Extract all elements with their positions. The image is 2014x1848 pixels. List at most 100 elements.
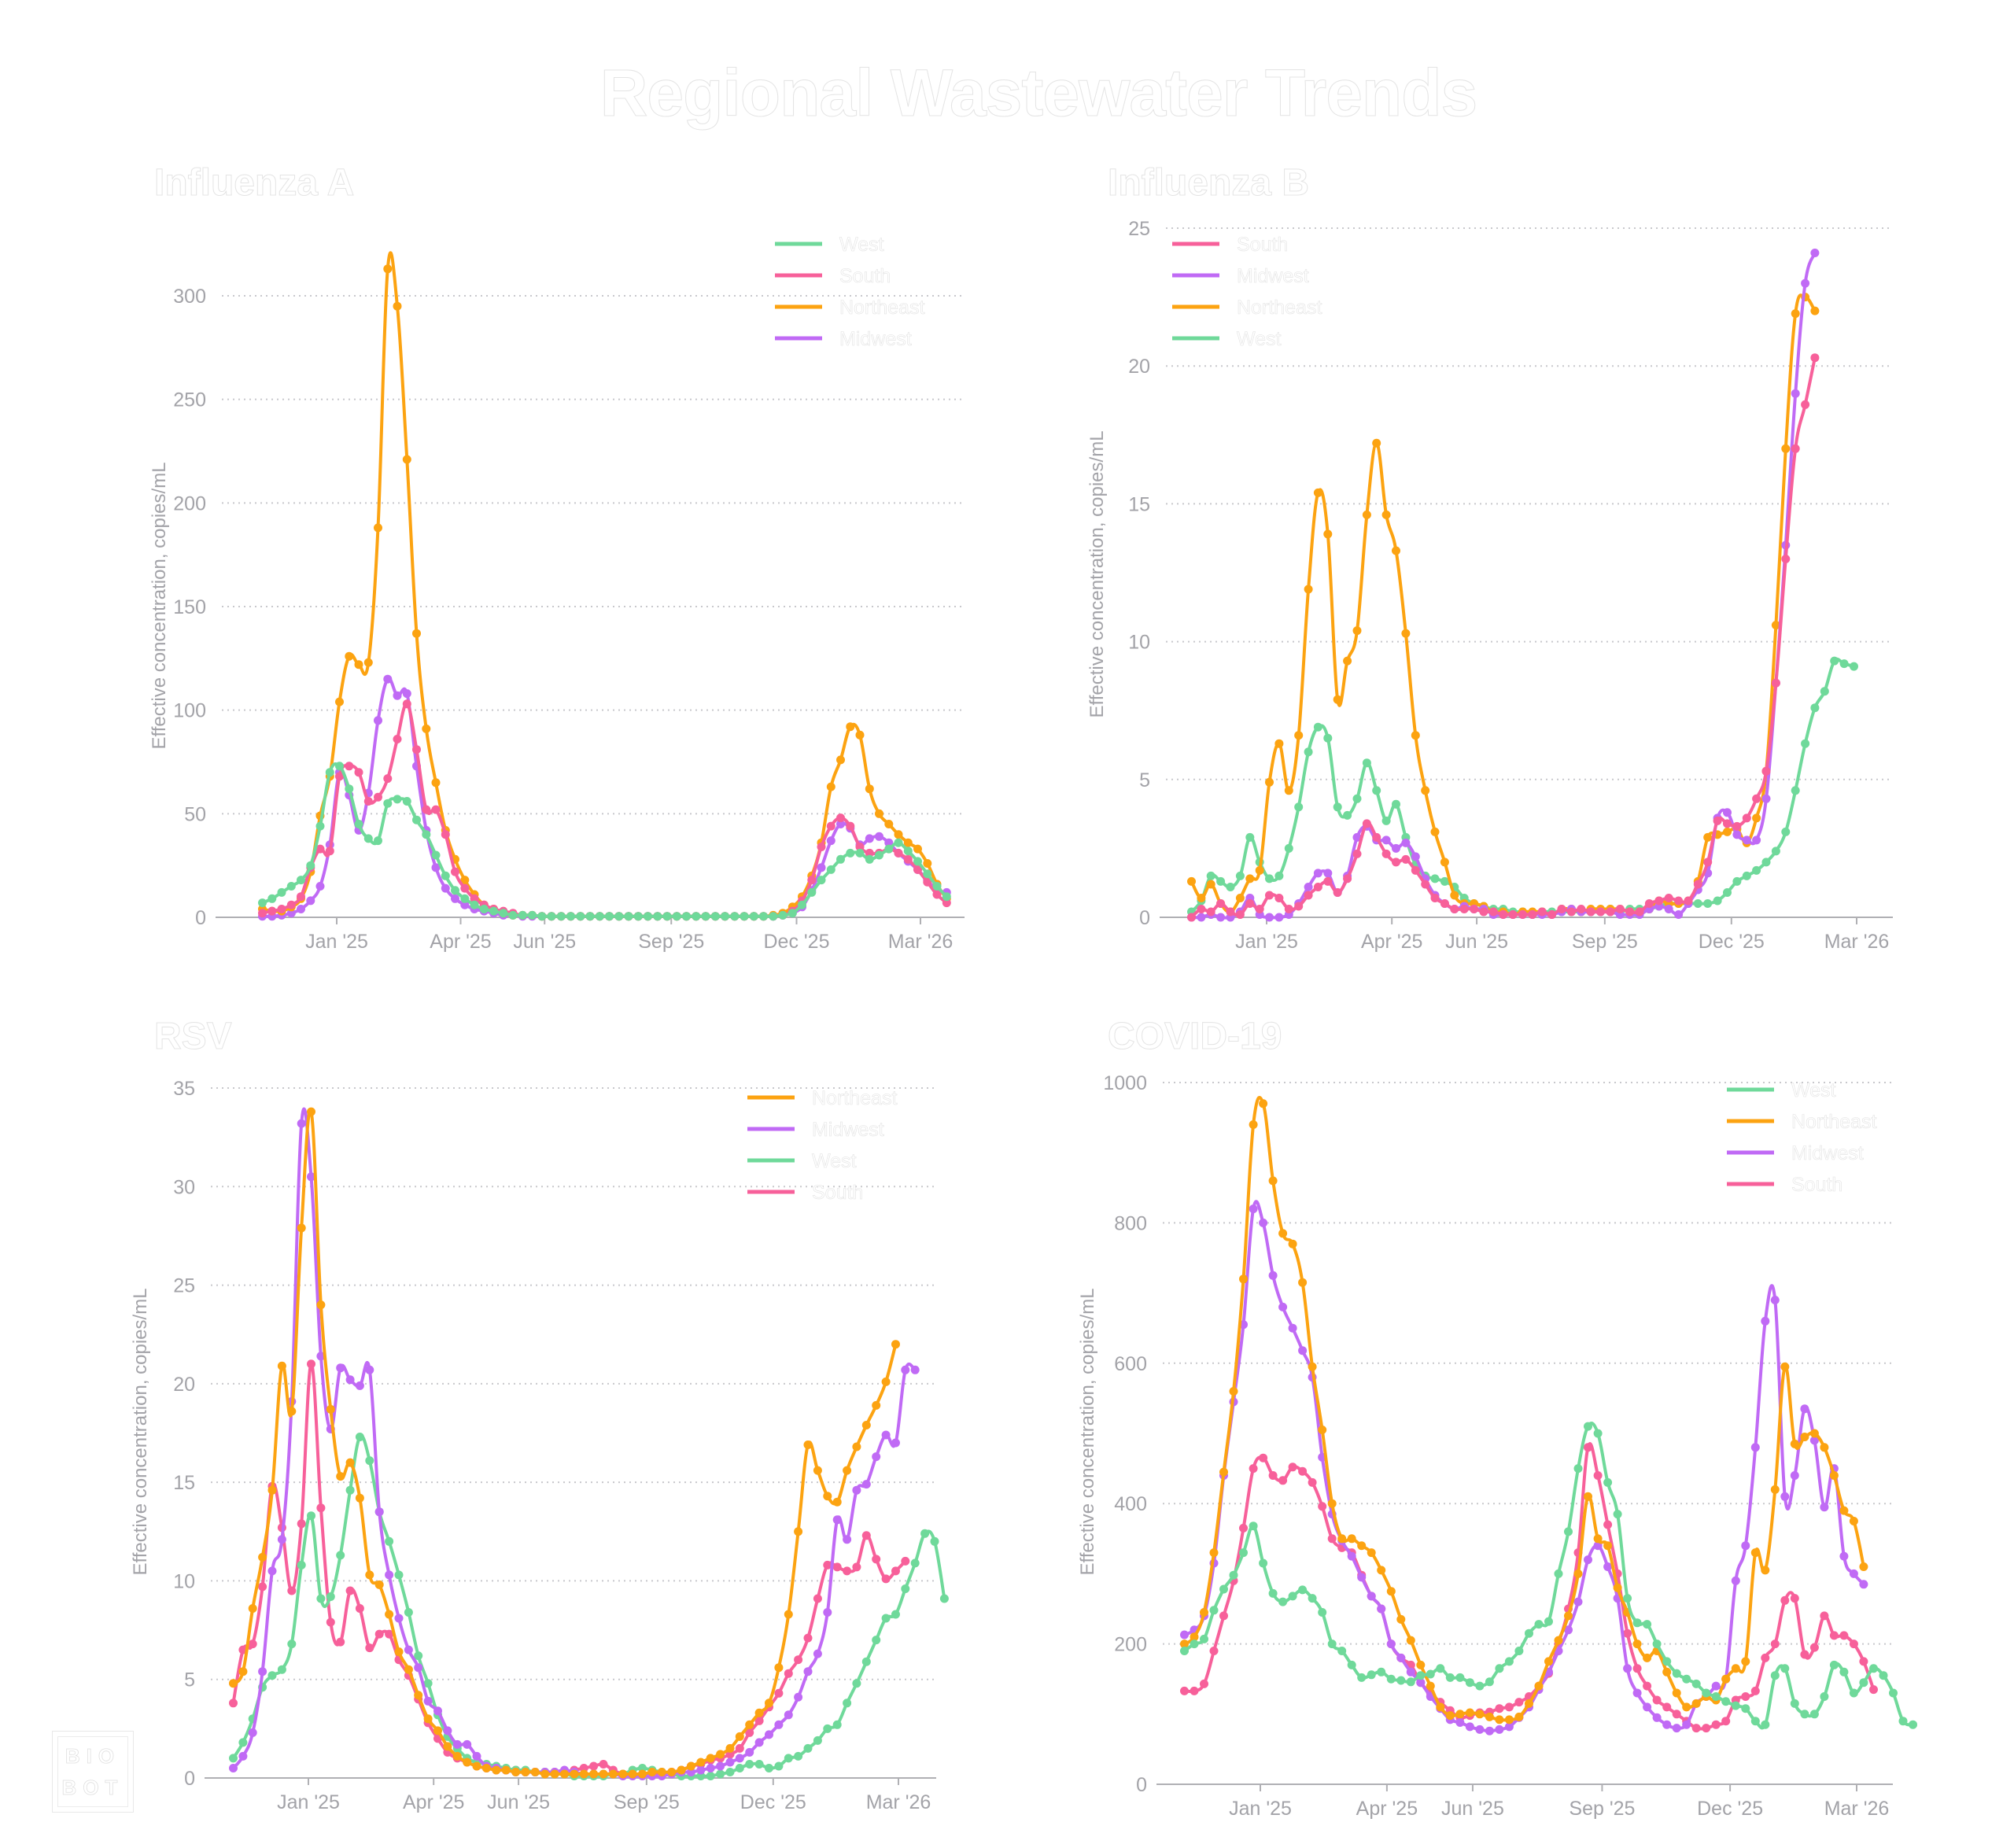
legend-item-south[interactable]: South [775, 265, 891, 287]
legend-item-midwest[interactable]: Midwest [775, 328, 912, 350]
data-point [913, 865, 922, 874]
data-point [1265, 913, 1274, 922]
data-point [1721, 1697, 1731, 1706]
data-point [404, 1608, 413, 1617]
data-point [345, 651, 354, 661]
y-axis-title: Effective concentration, copies/mL [1077, 1288, 1098, 1575]
legend-item-midwest[interactable]: Midwest [1727, 1142, 1864, 1164]
data-point [1703, 832, 1713, 842]
legend-item-northeast[interactable]: Northeast [1727, 1111, 1877, 1133]
data-point [402, 689, 411, 699]
data-point [1859, 1678, 1868, 1688]
data-point [910, 1558, 920, 1568]
data-point [910, 1365, 920, 1374]
data-point [277, 1361, 286, 1370]
data-point [1343, 656, 1352, 666]
data-point [560, 1769, 569, 1779]
data-point [932, 882, 942, 891]
legend-label: South [1791, 1174, 1842, 1196]
data-point [1662, 1657, 1672, 1666]
data-point [412, 745, 421, 754]
legend-item-west[interactable]: West [775, 234, 884, 256]
legend-item-west[interactable]: West [747, 1150, 857, 1172]
data-point [1367, 1548, 1376, 1558]
data-point [595, 912, 604, 921]
data-point [843, 1466, 852, 1475]
data-point [297, 1119, 306, 1128]
legend-item-northeast[interactable]: Northeast [775, 297, 925, 319]
data-point [1499, 910, 1508, 919]
data-point [1750, 1717, 1760, 1726]
data-point [1771, 847, 1780, 856]
data-point [1411, 731, 1420, 740]
data-point [1479, 907, 1488, 917]
data-point [1347, 1551, 1356, 1561]
legend-item-west[interactable]: West [1172, 328, 1282, 350]
data-point [1662, 1720, 1672, 1729]
data-point [1702, 1724, 1711, 1733]
y-tick-label: 5 [1139, 769, 1150, 791]
data-point [794, 1692, 803, 1702]
data-point [901, 1584, 910, 1593]
data-point [826, 836, 835, 846]
data-point [412, 629, 421, 638]
data-point [385, 1610, 394, 1619]
legend-item-northeast[interactable]: Northeast [1172, 297, 1322, 319]
legend-item-south[interactable]: South [1172, 234, 1289, 256]
data-point [832, 1497, 842, 1507]
data-point [1898, 1717, 1908, 1726]
data-point [355, 1493, 364, 1503]
data-point [1839, 1631, 1849, 1640]
legend-item-west[interactable]: West [1727, 1079, 1836, 1101]
data-point [1304, 585, 1313, 594]
data-point [1396, 1614, 1406, 1624]
data-point [394, 1570, 404, 1580]
data-point [1691, 1699, 1701, 1708]
data-point [1596, 907, 1605, 917]
data-point [836, 820, 845, 828]
data-point [784, 1610, 793, 1619]
data-point [1200, 1608, 1208, 1617]
data-point [326, 1592, 335, 1601]
data-point [1573, 1464, 1583, 1474]
series-northeast [229, 1107, 900, 1779]
data-point [1829, 1471, 1839, 1480]
data-point [774, 1688, 784, 1698]
data-point [470, 900, 479, 909]
data-point [1534, 1681, 1544, 1691]
data-point [1504, 1702, 1514, 1712]
data-point [1750, 1686, 1760, 1695]
data-point [923, 859, 932, 868]
data-point [865, 854, 874, 864]
data-point [1752, 835, 1761, 845]
legend-item-midwest[interactable]: Midwest [747, 1119, 884, 1141]
data-point [1255, 905, 1264, 913]
data-point [662, 912, 672, 921]
data-point [383, 799, 393, 808]
data-point [441, 871, 450, 880]
data-point [1180, 1647, 1189, 1655]
legend-item-south[interactable]: South [1727, 1174, 1843, 1196]
data-point [1632, 1618, 1642, 1628]
data-point [363, 797, 373, 806]
legend-item-midwest[interactable]: Midwest [1172, 265, 1309, 287]
data-point [258, 1667, 267, 1676]
data-point [813, 1594, 822, 1603]
legend-item-south[interactable]: South [747, 1182, 864, 1204]
data-point [930, 1536, 939, 1546]
y-tick-label: 400 [1114, 1493, 1147, 1515]
data-point [1809, 1643, 1819, 1652]
data-point [1226, 883, 1235, 891]
data-point [1810, 249, 1820, 257]
data-point [891, 1610, 900, 1619]
data-point [1525, 1699, 1533, 1708]
data-point [875, 832, 883, 841]
panel-title-influenza-a: Influenza A [153, 162, 355, 205]
data-point [923, 877, 932, 887]
data-point [1859, 1562, 1868, 1571]
data-point [1298, 1585, 1308, 1595]
data-point [832, 1515, 842, 1525]
legend-item-northeast[interactable]: Northeast [747, 1087, 898, 1109]
data-point [1245, 874, 1255, 883]
data-point [1514, 1698, 1524, 1707]
